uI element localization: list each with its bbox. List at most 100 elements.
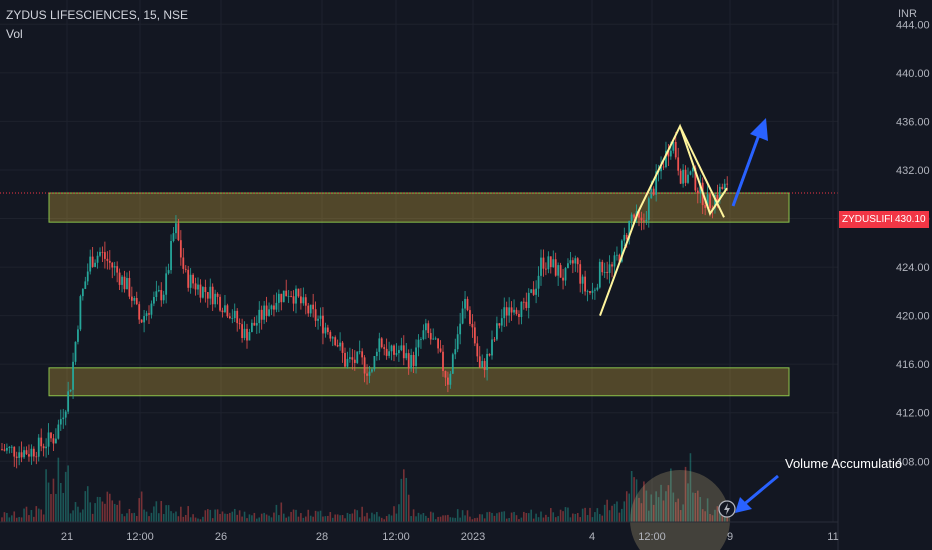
candle	[165, 266, 168, 304]
candle	[503, 297, 506, 327]
candle	[184, 265, 187, 273]
volume-bar	[400, 478, 403, 522]
candle-body	[549, 256, 552, 268]
candle-body	[665, 150, 667, 168]
candle	[459, 312, 462, 345]
candle-body	[25, 450, 28, 455]
volume-bar	[474, 518, 476, 522]
volume-bar	[275, 504, 278, 522]
candle-body	[304, 297, 307, 306]
volume-bar	[505, 518, 508, 522]
candle-body	[393, 345, 395, 355]
symbol-title[interactable]: ZYDUS LIFESCIENCES, 15, NSE	[6, 8, 189, 22]
volume-bar	[162, 514, 165, 522]
candle-body	[219, 296, 221, 311]
candle-body	[481, 361, 484, 368]
candle	[640, 211, 643, 231]
candle	[52, 433, 55, 451]
candle	[135, 291, 138, 306]
candle	[187, 265, 190, 292]
candle-body	[415, 347, 417, 366]
volume-bar	[285, 517, 287, 522]
candle-body	[491, 339, 493, 356]
candle	[655, 164, 658, 202]
candle-body	[280, 293, 283, 303]
candle	[69, 389, 72, 393]
candle	[334, 335, 337, 347]
volume-bar	[256, 518, 258, 522]
volume-bar	[603, 504, 606, 522]
volume-bar	[407, 494, 410, 522]
candle-body	[554, 259, 557, 276]
candle	[454, 338, 457, 360]
volume-bar	[425, 515, 427, 522]
volume-bar	[263, 512, 265, 522]
candle-body	[716, 194, 719, 201]
volume-bar	[153, 506, 155, 522]
candle-body	[59, 419, 62, 425]
volume-bar	[28, 515, 30, 522]
volume-bar	[380, 517, 383, 522]
candle-body	[447, 377, 449, 385]
volume-bar	[623, 501, 626, 522]
candle-body	[253, 322, 256, 326]
candle	[486, 348, 488, 381]
volume-bar	[204, 510, 207, 522]
candle	[368, 365, 371, 384]
candle	[660, 156, 662, 180]
candle-body	[238, 323, 241, 325]
volume-bar	[459, 517, 461, 522]
candle	[601, 259, 604, 276]
lightning-icon[interactable]	[718, 500, 736, 518]
volume-bar	[608, 510, 611, 522]
candle-body	[723, 183, 726, 189]
candle-body	[513, 309, 515, 313]
candle-body	[525, 301, 528, 308]
candle-body	[596, 287, 599, 290]
volume-bar	[564, 507, 567, 522]
volume-bar	[158, 513, 160, 522]
candle	[363, 355, 366, 383]
time-axis[interactable]: 21 12:00 26 28 12:00 2023 4 12:00 9 11	[0, 521, 839, 543]
volume-bar	[403, 469, 405, 522]
candle	[172, 226, 175, 243]
candle-body	[94, 262, 96, 267]
volume-indicator-label[interactable]: Vol	[6, 27, 23, 41]
candle-body	[236, 310, 239, 324]
candle-body	[194, 283, 197, 290]
volume-bar	[224, 513, 226, 522]
volume-bar	[478, 514, 481, 522]
price-axis[interactable]: 444.00440.00436.00432.00428.00424.00420.…	[837, 0, 930, 550]
candle	[236, 308, 239, 332]
candle	[123, 270, 126, 293]
candle-body	[307, 305, 310, 314]
candle	[366, 364, 368, 385]
candle-body	[155, 291, 158, 297]
volume-bar	[25, 506, 28, 522]
candle	[55, 428, 57, 444]
candle	[373, 356, 376, 372]
candle	[336, 339, 339, 348]
candle	[545, 262, 547, 276]
volume-bar	[682, 504, 684, 522]
candle	[380, 337, 383, 349]
candle	[64, 409, 67, 426]
candle	[684, 165, 687, 187]
volume-bar	[209, 509, 212, 522]
candle-body	[224, 305, 226, 313]
volume-bar	[687, 483, 689, 522]
candle-body	[493, 339, 496, 341]
candle-body	[150, 303, 153, 315]
volume-bar	[94, 503, 96, 522]
candle-body	[99, 251, 101, 256]
volume-bar	[525, 512, 528, 522]
candle-body	[226, 305, 229, 317]
candle-body	[326, 327, 329, 333]
candle-body	[486, 353, 488, 371]
volume-bar	[395, 513, 398, 522]
volume-bar	[322, 516, 324, 522]
volume-bar	[11, 515, 13, 522]
candle	[202, 285, 204, 299]
candle-body	[123, 276, 126, 290]
